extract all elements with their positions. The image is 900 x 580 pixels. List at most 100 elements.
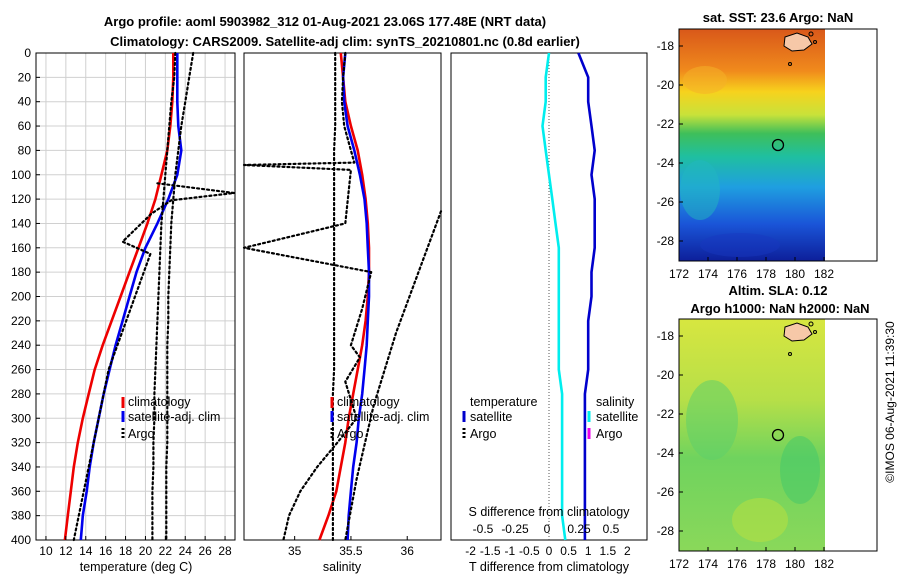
x-tick-label: 12 <box>59 544 73 558</box>
legend-climatology-label: climatology <box>337 395 400 409</box>
sla-map-ticks: 172 174 176 178 180 182 -18 -20 -22 -24 -26 -28 <box>657 329 835 571</box>
legend-satellite-label: satellite-adj. clim <box>337 410 429 424</box>
x-tick-label: 182 <box>814 557 834 571</box>
difference-xlabel: T difference from climatology <box>469 560 630 574</box>
y-tick-label: 0 <box>24 46 31 60</box>
y-tick-label: 40 <box>18 95 32 109</box>
x-tick-label: 178 <box>756 267 776 281</box>
credit-stamp: ©IMOS 06-Aug-2021 11:39:30 <box>883 321 897 483</box>
y-tick-label: -26 <box>657 195 675 209</box>
x-tick-label: 16 <box>99 544 113 558</box>
x-tick-label: 174 <box>698 267 718 281</box>
y-tick-label: 260 <box>11 363 31 377</box>
salinity-xlabel: salinity <box>323 560 362 574</box>
sla-low-patch <box>780 436 820 504</box>
y-tick-label: 200 <box>11 290 31 304</box>
islet <box>808 321 814 327</box>
x-tick-label: -1.5 <box>480 544 501 558</box>
x-tick-label: 28 <box>218 544 232 558</box>
x-tick-label: 14 <box>79 544 93 558</box>
difference-ticks: -2 -1.5 -1 -0.5 0 0.5 1 1.5 2 -0.5 -0.25 0 0.25 0.5 <box>465 522 631 558</box>
islet <box>808 31 814 37</box>
legend-t-satellite-label: satellite <box>470 410 512 424</box>
x-tick-label: 176 <box>727 267 747 281</box>
x-tick-label: 172 <box>669 267 689 281</box>
temperature-series <box>63 51 236 542</box>
islet <box>813 330 817 334</box>
x-tick-label-top: 0.25 <box>567 522 591 536</box>
y-tick-label: 180 <box>11 265 31 279</box>
series-argo <box>344 210 443 542</box>
temperature-grid <box>36 52 235 541</box>
sst-warm-patch <box>683 66 727 94</box>
series-climatology <box>318 52 371 541</box>
series-argo <box>151 51 177 542</box>
series-argo <box>331 51 337 542</box>
sst-map-panel: sat. SST: 23.6 Argo: NaN 172 174 176 178 180… <box>657 10 878 281</box>
y-tick-label: 400 <box>11 533 31 547</box>
difference-panel: -2 -1.5 -1 -0.5 0 0.5 1 1.5 2 -0.5 -0.25 0 0.25 0.5 T… <box>450 52 648 574</box>
legend-climatology-label: climatology <box>128 395 191 409</box>
salinity-panel: 35 35.5 36 salinity climatology satellite-… <box>242 51 443 574</box>
y-tick-label: -22 <box>657 407 675 421</box>
y-tick-label: 240 <box>11 338 31 352</box>
legend-s-argo-label: Argo <box>596 427 622 441</box>
legend-s-satellite-label: satellite <box>596 410 638 424</box>
legend-argo-label: Argo <box>337 427 363 441</box>
x-tick-label-top: -0.5 <box>473 522 494 536</box>
y-tick-label: 280 <box>11 387 31 401</box>
y-tick-label: 220 <box>11 314 31 328</box>
y-tick-label: -28 <box>657 234 675 248</box>
series-satellite-adj-clim <box>341 52 371 541</box>
x-tick-label-top: -0.25 <box>501 522 529 536</box>
x-tick-label: 10 <box>39 544 53 558</box>
difference-legend-left: temperature satellite Argo <box>462 395 537 441</box>
fiji-island <box>783 32 813 52</box>
difference-xlabel-top: S difference from climatology <box>469 505 631 519</box>
x-tick-label: 1.5 <box>599 544 616 558</box>
difference-legend-right: salinity satellite Argo <box>587 395 638 441</box>
legend-temperature-heading: temperature <box>470 395 537 409</box>
y-tick-label: 120 <box>11 192 31 206</box>
x-tick-label: 36 <box>401 544 415 558</box>
y-tick-label: -20 <box>657 368 675 382</box>
x-tick-label: 18 <box>119 544 133 558</box>
salinity-ticks: 35 35.5 36 <box>288 536 414 558</box>
sst-cool-patch <box>680 160 720 220</box>
y-tick-label: -18 <box>657 329 675 343</box>
y-tick-label: 360 <box>11 484 31 498</box>
x-tick-label: 172 <box>669 557 689 571</box>
sla-map-title2: Argo h1000: NaN h2000: NaN <box>690 301 869 316</box>
y-tick-label: 320 <box>11 436 31 450</box>
sla-map-axes-box <box>678 318 878 552</box>
legend-salinity-heading: salinity <box>596 395 635 409</box>
y-tick-label: 160 <box>11 241 31 255</box>
islet <box>788 352 792 356</box>
argo-location-marker <box>771 428 785 442</box>
series-s-satellite <box>541 52 567 541</box>
y-tick-label: -22 <box>657 117 675 131</box>
islet <box>813 40 817 44</box>
title-line1: Argo profile: aoml 5903982_312 01-Aug-20… <box>104 14 546 29</box>
y-tick-label: -18 <box>657 39 675 53</box>
x-tick-label-top: 0 <box>544 522 551 536</box>
sst-map-title: sat. SST: 23.6 Argo: NaN <box>703 10 854 25</box>
y-tick-label: 300 <box>11 411 31 425</box>
x-tick-label: 174 <box>698 557 718 571</box>
legend-argo-label: Argo <box>128 427 154 441</box>
y-tick-label: 60 <box>18 119 32 133</box>
y-tick-label: 340 <box>11 460 31 474</box>
fiji-island <box>783 322 813 342</box>
legend-t-argo-label: Argo <box>470 427 496 441</box>
x-tick-label: 0 <box>546 544 553 558</box>
difference-series <box>541 52 597 541</box>
temperature-panel: 10 12 14 16 18 20 22 24 26 2802040608010012014016… <box>11 46 236 574</box>
x-tick-label: 22 <box>159 544 173 558</box>
sst-field <box>679 29 825 261</box>
salinity-series <box>242 51 443 542</box>
temperature-xlabel: temperature (deg C) <box>80 560 193 574</box>
islet <box>788 62 792 66</box>
x-tick-label: 35 <box>288 544 302 558</box>
y-tick-label: -20 <box>657 78 675 92</box>
